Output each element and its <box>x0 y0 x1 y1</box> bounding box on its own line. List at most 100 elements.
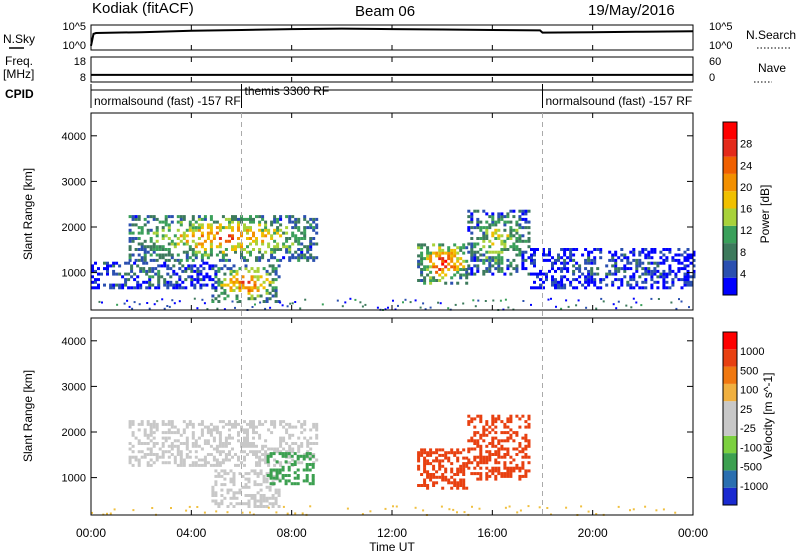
power-cell <box>157 283 161 287</box>
power-cell <box>169 280 173 284</box>
power-cell <box>572 248 576 251</box>
velocity-colorbar-tick-label: 500 <box>740 365 758 377</box>
power-cell <box>146 245 150 249</box>
velocity-cell <box>161 431 165 435</box>
power-cell <box>593 283 597 287</box>
velocity-cell <box>488 425 492 429</box>
power-cell <box>512 228 516 232</box>
velocity-cell <box>346 507 349 510</box>
power-cell <box>143 256 147 260</box>
nave-tick-top: 60 <box>709 56 721 68</box>
power-cell <box>215 245 219 249</box>
power-cell <box>261 215 265 219</box>
power-cell <box>238 280 242 284</box>
velocity-cell <box>188 463 192 467</box>
power-cell <box>209 245 213 249</box>
velocity-cell <box>268 502 272 506</box>
velocity-cell <box>234 425 237 429</box>
velocity-cell <box>478 507 481 510</box>
power-cell <box>185 250 189 254</box>
power-cell <box>200 231 204 235</box>
power-cell <box>432 279 436 282</box>
power-cell <box>605 283 609 287</box>
power-cell <box>542 280 545 284</box>
power-cell <box>134 217 138 221</box>
power-cell <box>542 250 545 254</box>
power-cell <box>303 215 307 219</box>
velocity-cell <box>247 477 251 481</box>
power-cell <box>193 278 197 282</box>
power-cell <box>200 223 204 227</box>
power-cell <box>683 264 687 268</box>
power-cell <box>178 275 182 279</box>
velocity-cell <box>476 414 480 418</box>
power-cell <box>118 264 122 268</box>
velocity-cell <box>500 439 504 443</box>
power-colorbar-tick-label: 8 <box>740 247 746 259</box>
power-cell <box>200 226 204 230</box>
power-cell <box>136 280 140 284</box>
velocity-cell <box>179 455 183 459</box>
power-cell <box>214 272 218 276</box>
power-cell <box>632 248 636 251</box>
velocity-cell <box>256 499 260 503</box>
power-cell <box>217 278 221 282</box>
power-cell <box>291 242 295 246</box>
power-cell <box>527 256 531 260</box>
power-cell <box>157 275 161 279</box>
velocity-cell <box>441 453 445 457</box>
power-cell <box>134 248 138 251</box>
velocity-cell <box>246 439 249 443</box>
power-cell <box>91 280 94 284</box>
velocity-cell <box>226 511 229 514</box>
velocity-cell <box>267 453 271 456</box>
power-cell <box>303 234 307 238</box>
velocity-cell <box>465 456 469 460</box>
power-cell <box>626 283 630 287</box>
velocity-cell <box>265 485 269 489</box>
power-cell <box>279 301 282 304</box>
power-cell <box>112 283 116 287</box>
power-cell <box>124 272 128 276</box>
power-cell <box>432 262 436 266</box>
power-cell <box>521 217 525 221</box>
velocity-cell <box>441 464 445 468</box>
power-cell <box>456 281 460 285</box>
power-cell <box>432 265 436 269</box>
power-cell <box>140 242 144 246</box>
power-cell <box>482 258 486 262</box>
power-cell <box>262 300 266 303</box>
power-cell <box>584 267 588 271</box>
power-cell <box>299 307 302 310</box>
velocity-cell <box>197 458 201 462</box>
time-axis-label: Time UT <box>369 540 415 554</box>
velocity-cell <box>524 436 528 440</box>
velocity-cell <box>303 453 307 456</box>
power-cell <box>232 283 236 287</box>
velocity-cell <box>470 472 474 476</box>
power-cell <box>273 245 277 249</box>
velocity-cell <box>281 468 285 472</box>
power-cell <box>288 258 292 262</box>
power-cell <box>612 303 615 306</box>
power-cell <box>521 261 525 265</box>
velocity-cell <box>506 420 510 424</box>
power-cell <box>175 280 179 284</box>
velocity-cell <box>506 469 510 473</box>
power-cell <box>228 223 231 227</box>
power-cell <box>344 301 347 304</box>
velocity-cell <box>269 474 273 477</box>
power-cell <box>482 269 486 273</box>
velocity-cell <box>527 505 530 508</box>
velocity-cell <box>426 470 430 474</box>
power-cell <box>575 286 579 290</box>
velocity-cell <box>146 436 150 440</box>
power-cell <box>130 286 134 290</box>
velocity-cell <box>500 444 504 448</box>
velocity-cell <box>252 453 255 456</box>
power-cell <box>569 253 573 257</box>
velocity-cell <box>494 461 498 465</box>
power-cell <box>683 280 687 284</box>
